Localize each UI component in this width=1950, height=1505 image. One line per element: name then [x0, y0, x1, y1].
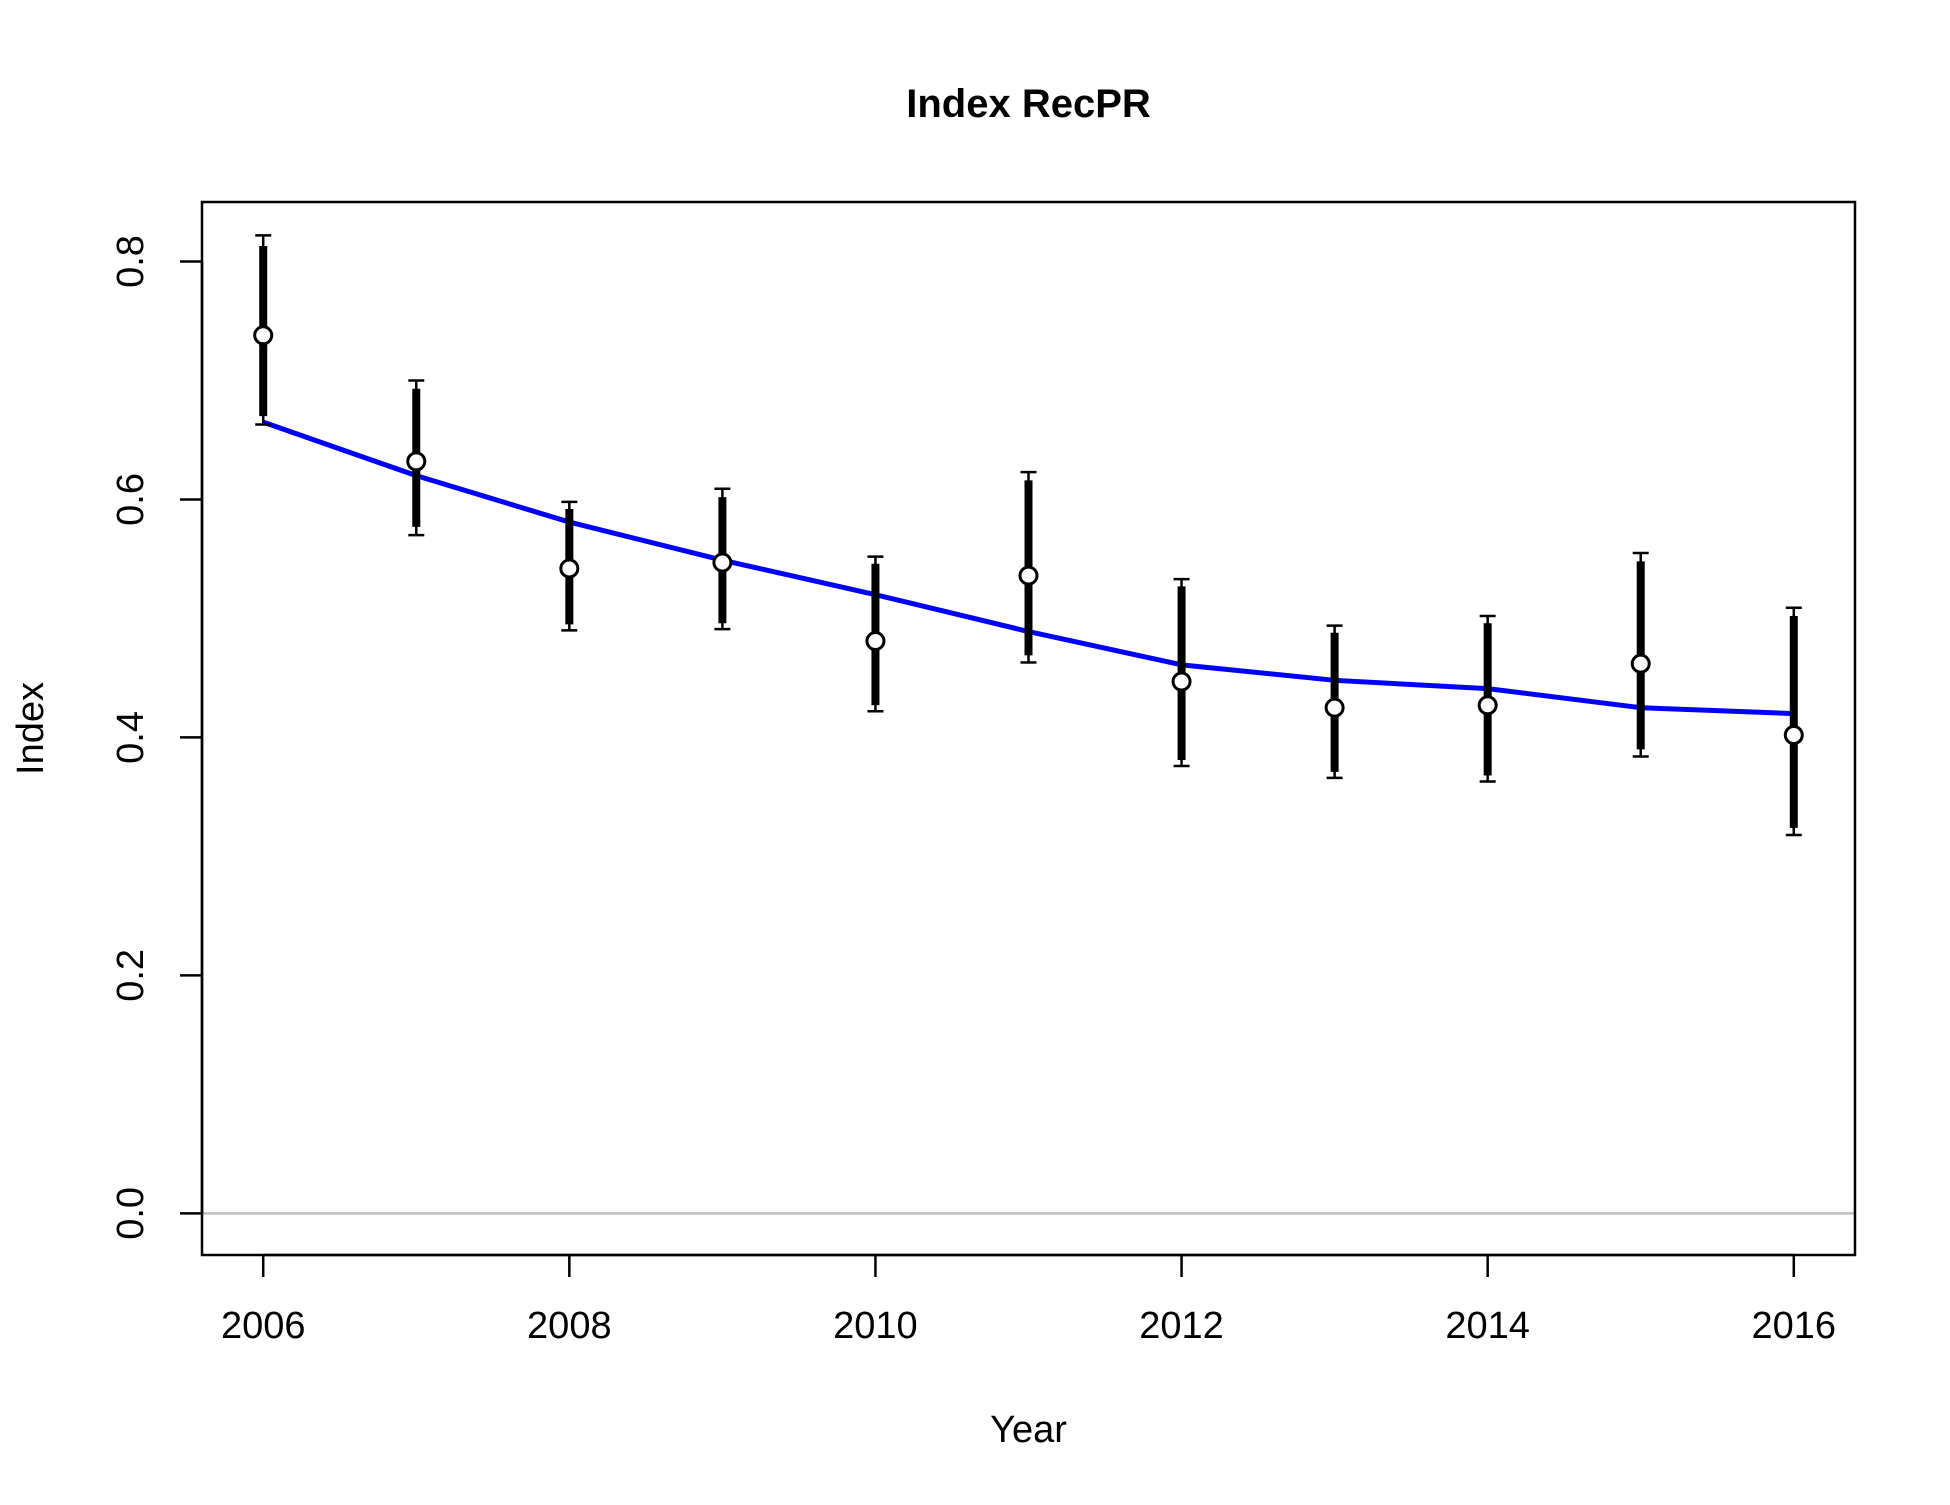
- x-tick-label: 2008: [527, 1305, 612, 1347]
- data-point: [1171, 671, 1192, 692]
- data-point: [712, 552, 733, 573]
- data-point: [1477, 695, 1498, 716]
- x-tick-label: 2006: [221, 1305, 306, 1347]
- x-tick-label: 2012: [1139, 1305, 1224, 1347]
- data-point: [253, 325, 274, 346]
- x-tick-label: 2014: [1445, 1305, 1530, 1347]
- y-axis: 0.0 0.2 0.4 0.6 0.8: [110, 235, 204, 1240]
- data-point: [1783, 725, 1804, 746]
- x-tick-label: 2010: [833, 1305, 918, 1347]
- error-bars-layer: [255, 234, 1802, 837]
- data-point: [559, 558, 580, 579]
- plot-frame: [200, 200, 1857, 1257]
- y-tick-label: 0.0: [110, 1187, 152, 1240]
- y-tick-label: 0.8: [110, 235, 152, 288]
- chart-title: Index RecPR: [906, 82, 1151, 126]
- data-point: [865, 631, 886, 652]
- x-tick-label: 2016: [1752, 1305, 1837, 1347]
- data-point: [1018, 565, 1039, 586]
- y-tick-label: 0.4: [110, 711, 152, 764]
- data-point: [1630, 653, 1651, 674]
- y-tick-label: 0.2: [110, 949, 152, 1002]
- data-point: [406, 451, 427, 472]
- points-layer: [253, 325, 1804, 746]
- y-tick-label: 0.6: [110, 473, 152, 526]
- y-axis-title: Index: [10, 682, 52, 775]
- data-point: [1324, 697, 1345, 718]
- x-axis-title: Year: [990, 1409, 1067, 1451]
- x-axis: 2006 2008 2010 2012 2014 2016: [221, 1253, 1837, 1347]
